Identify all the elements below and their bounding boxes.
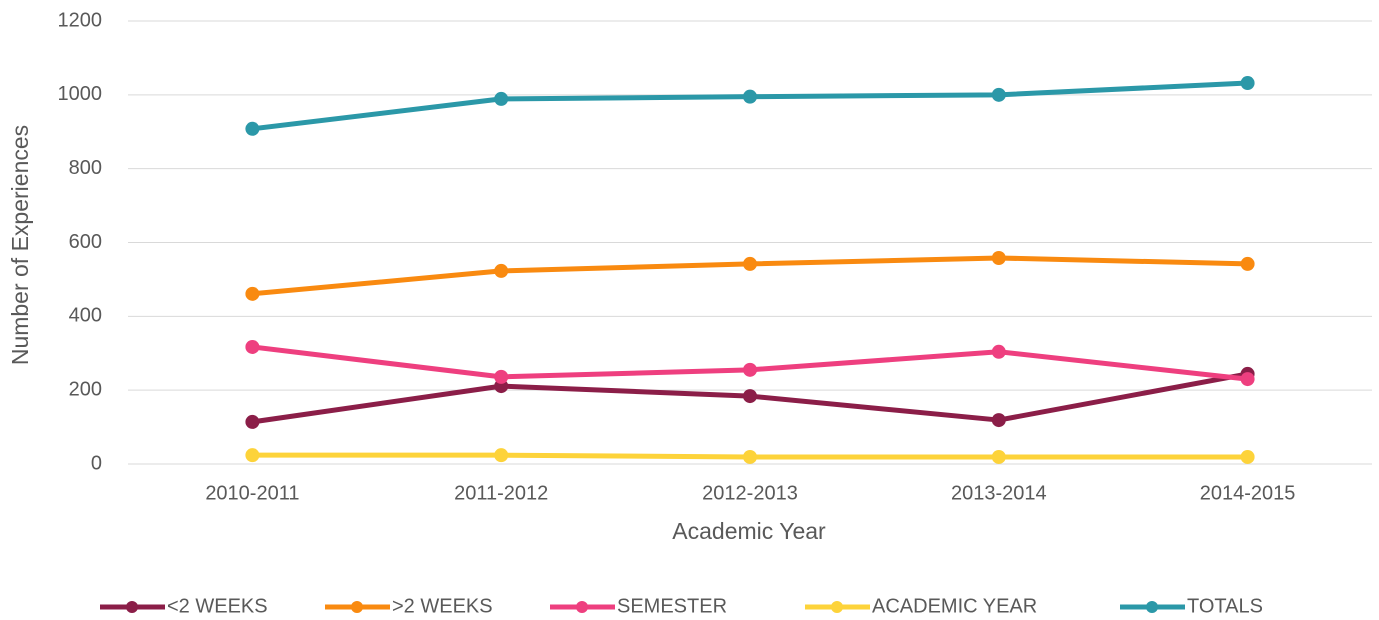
data-point xyxy=(245,121,260,136)
x-tick-label: 2010-2011 xyxy=(205,482,299,504)
legend-marker xyxy=(1146,601,1158,613)
legend-marker xyxy=(126,601,138,613)
legend-label: TOTALS xyxy=(1187,595,1263,617)
data-point xyxy=(494,448,509,463)
legend-marker xyxy=(351,601,363,613)
x-axis-label: Academic Year xyxy=(672,518,826,544)
data-point xyxy=(743,89,757,104)
y-tick-label: 200 xyxy=(69,378,102,400)
data-point xyxy=(743,449,757,464)
data-point xyxy=(1240,76,1255,91)
data-point xyxy=(245,448,260,463)
legend-entry: SEMESTER xyxy=(550,595,727,617)
data-point xyxy=(494,263,509,278)
data-point xyxy=(494,91,509,106)
data-point xyxy=(494,369,509,384)
data-point xyxy=(743,389,757,404)
data-point xyxy=(991,413,1006,428)
data-point xyxy=(245,339,260,354)
data-point xyxy=(991,344,1006,359)
x-tick-label: 2013-2014 xyxy=(951,482,1047,504)
legend-label: SEMESTER xyxy=(617,595,727,617)
legend-marker xyxy=(576,601,588,613)
legend-label: >2 WEEKS xyxy=(392,595,493,617)
legend-entry: >2 WEEKS xyxy=(325,595,493,617)
legend-entry: TOTALS xyxy=(1120,595,1263,617)
y-tick-label: 800 xyxy=(69,157,102,179)
data-point xyxy=(245,286,260,301)
y-tick-label: 400 xyxy=(69,305,102,327)
legend-label: ACADEMIC YEAR xyxy=(872,595,1037,617)
data-point xyxy=(1240,372,1255,387)
data-point xyxy=(743,362,757,377)
data-point xyxy=(1240,449,1255,464)
y-tick-label: 600 xyxy=(69,231,102,253)
legend-entry: ACADEMIC YEAR xyxy=(805,595,1037,617)
y-axis-label: Number of Experiences xyxy=(7,125,33,365)
data-point xyxy=(991,87,1006,102)
y-tick-label: 0 xyxy=(91,452,102,474)
data-point xyxy=(245,414,260,429)
x-tick-label: 2012-2013 xyxy=(702,482,798,504)
y-tick-label: 1200 xyxy=(58,9,103,31)
data-point xyxy=(743,256,757,271)
y-tick-label: 1000 xyxy=(58,83,103,105)
data-point xyxy=(991,449,1006,464)
data-point xyxy=(1240,256,1255,271)
legend-marker xyxy=(831,601,843,613)
legend-label: <2 WEEKS xyxy=(167,595,268,617)
x-tick-label: 2011-2012 xyxy=(454,482,548,504)
legend-entry: <2 WEEKS xyxy=(100,595,268,617)
x-tick-label: 2014-2015 xyxy=(1200,482,1296,504)
data-point xyxy=(991,251,1006,266)
